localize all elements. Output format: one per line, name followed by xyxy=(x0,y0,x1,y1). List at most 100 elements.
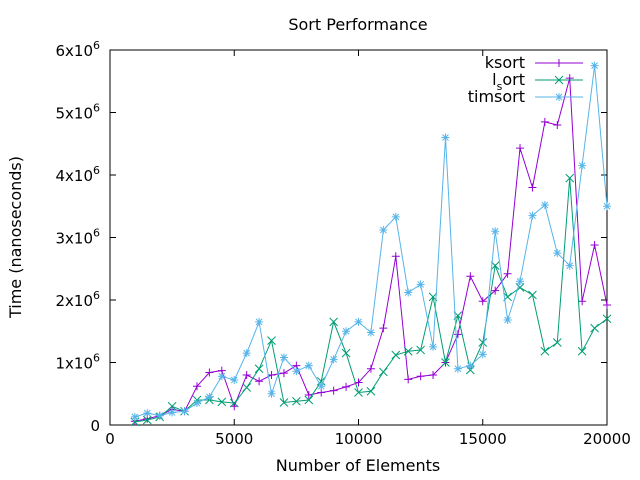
data-point xyxy=(528,290,537,300)
data-point xyxy=(242,349,251,358)
data-point xyxy=(217,397,227,407)
data-point xyxy=(379,324,388,333)
y-tick-label-base: 1x10 xyxy=(55,355,93,373)
y-tick-label-base: 5x10 xyxy=(55,105,93,123)
marker-stroke xyxy=(143,409,151,417)
data-point xyxy=(292,367,301,376)
marker-stroke xyxy=(553,249,561,257)
marker-stroke xyxy=(280,354,288,361)
data-point xyxy=(180,407,189,416)
data-point xyxy=(366,328,375,337)
data-point xyxy=(478,338,488,347)
data-point xyxy=(192,399,201,408)
data-point xyxy=(441,133,450,142)
data-point xyxy=(205,392,214,401)
data-point xyxy=(555,93,563,101)
data-point xyxy=(490,261,500,270)
marker-stroke xyxy=(391,350,401,360)
legend-label-l_sort: lsort xyxy=(492,70,525,93)
marker-stroke xyxy=(555,93,563,101)
data-point xyxy=(391,252,400,261)
data-point xyxy=(416,280,425,289)
data-point xyxy=(379,226,388,234)
data-point xyxy=(540,201,549,209)
data-point xyxy=(155,411,164,420)
series-timsort xyxy=(130,61,611,421)
marker-stroke xyxy=(181,407,188,415)
data-point xyxy=(503,269,512,278)
marker-stroke xyxy=(341,348,351,358)
y-tick-label-exponent: 6 xyxy=(93,39,100,52)
series-layer xyxy=(130,61,612,427)
y-tick-label: 6x106 xyxy=(55,39,100,60)
data-point xyxy=(429,371,438,379)
data-point xyxy=(466,361,475,370)
data-point xyxy=(304,361,313,370)
marker-stroke xyxy=(490,261,500,270)
marker-stroke xyxy=(441,358,450,367)
marker-stroke xyxy=(305,362,313,369)
data-point xyxy=(503,316,512,324)
data-point xyxy=(602,314,612,324)
data-point xyxy=(167,401,177,411)
marker-stroke xyxy=(230,376,238,384)
marker-stroke xyxy=(366,386,376,396)
marker-stroke xyxy=(267,336,276,345)
marker-stroke xyxy=(540,346,550,356)
marker-stroke xyxy=(454,365,462,373)
marker-stroke xyxy=(242,383,252,392)
data-point xyxy=(603,301,611,309)
marker-stroke xyxy=(142,415,152,425)
data-point xyxy=(217,372,226,381)
marker-stroke xyxy=(416,345,425,355)
legend-label-timsort: timsort xyxy=(468,87,525,106)
marker-stroke xyxy=(403,346,413,356)
marker-stroke xyxy=(167,401,177,411)
marker-stroke xyxy=(293,367,300,375)
legend-label-ksort: ksort xyxy=(485,53,525,72)
marker-stroke xyxy=(193,399,201,407)
marker-stroke xyxy=(279,398,289,407)
marker-stroke xyxy=(465,365,475,375)
marker-stroke xyxy=(565,173,575,183)
marker-stroke xyxy=(529,212,536,219)
marker-stroke xyxy=(131,413,139,421)
data-point xyxy=(416,345,425,355)
marker-stroke xyxy=(378,367,388,377)
legend-label-rest: ort xyxy=(502,70,525,89)
data-point xyxy=(516,277,525,286)
marker-stroke xyxy=(156,412,164,419)
data-point xyxy=(229,398,239,408)
data-point xyxy=(478,350,487,359)
data-point xyxy=(292,396,301,406)
data-point xyxy=(130,412,139,421)
marker-stroke xyxy=(217,397,227,407)
data-point xyxy=(404,375,413,384)
data-point xyxy=(255,377,264,386)
marker-stroke xyxy=(554,75,564,85)
y-tick-label-exponent: 6 xyxy=(93,164,100,177)
marker-stroke xyxy=(206,393,213,401)
marker-stroke xyxy=(442,134,449,141)
legend-label-text: timsort xyxy=(468,87,525,106)
marker-stroke xyxy=(429,343,437,351)
data-point xyxy=(528,183,537,192)
data-point xyxy=(279,398,289,407)
y-tick-label-base: 4x10 xyxy=(55,167,93,185)
marker-stroke xyxy=(330,356,338,363)
data-point xyxy=(565,261,574,270)
data-point xyxy=(404,288,413,297)
y-tick-label-exponent: 6 xyxy=(93,102,100,115)
chart-title: Sort Performance xyxy=(288,15,427,34)
marker-stroke xyxy=(268,390,275,398)
y-tick-label: 4x106 xyxy=(55,164,100,185)
marker-stroke xyxy=(591,62,598,69)
marker-stroke xyxy=(354,388,363,397)
marker-stroke xyxy=(566,262,574,269)
data-point xyxy=(342,327,351,336)
data-point xyxy=(552,338,562,347)
y-tick-label-base: 0 xyxy=(90,417,100,435)
